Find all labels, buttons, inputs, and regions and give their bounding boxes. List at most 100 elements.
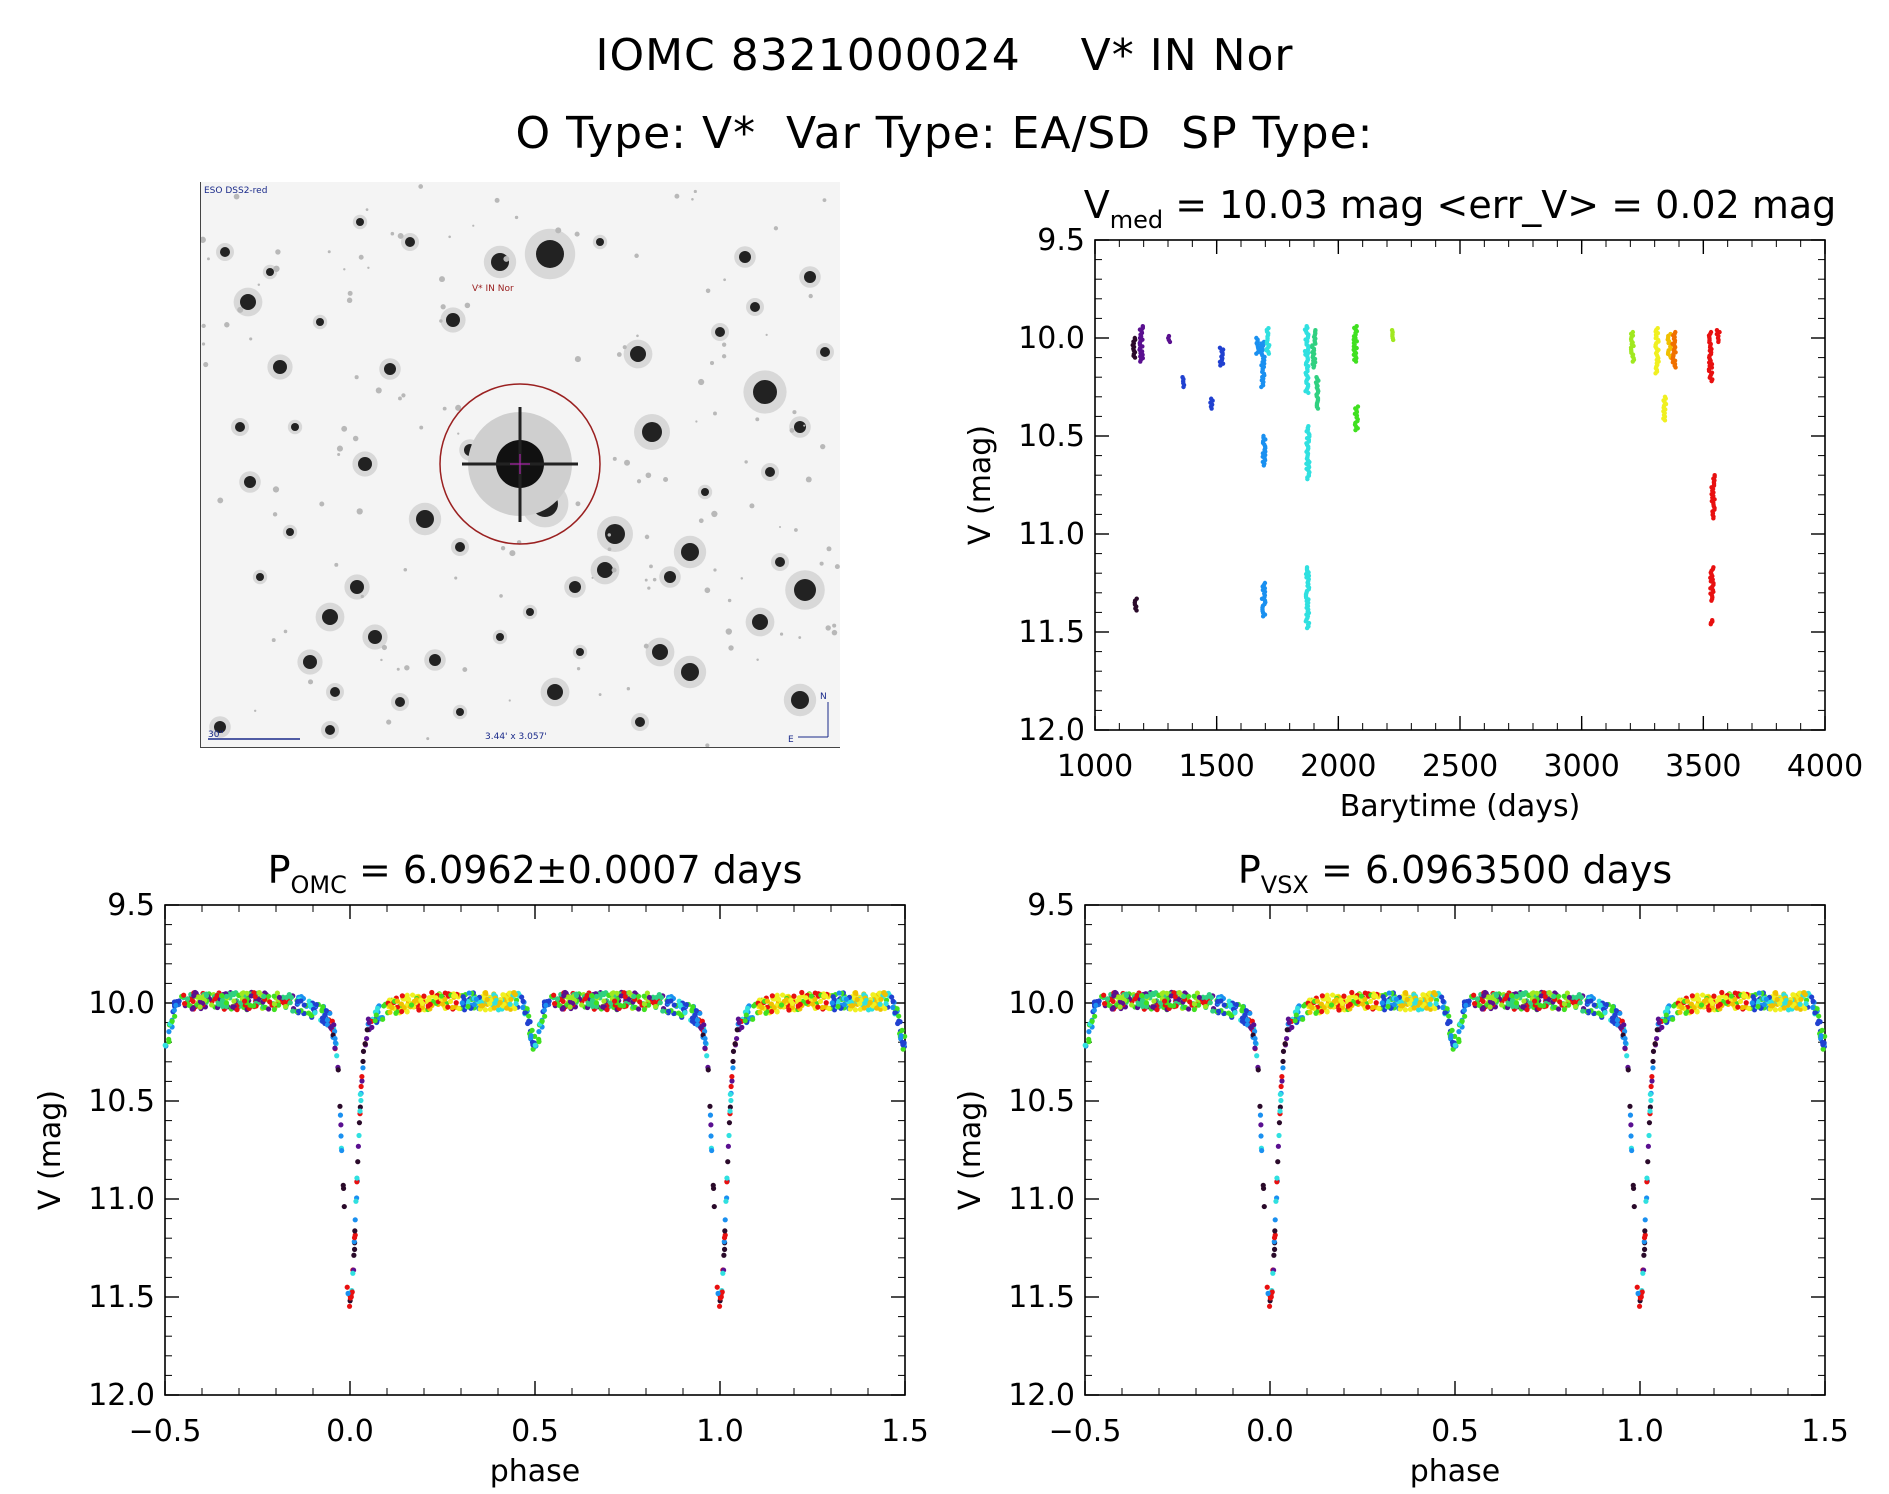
data-point [451,993,457,999]
data-point [1761,1001,1767,1008]
data-point [1622,1045,1628,1051]
data-point [290,1008,296,1014]
data-point [1138,359,1143,364]
data-point [1385,999,1391,1005]
finder-faint-star [645,472,652,479]
data-point [223,993,230,999]
x-tick-label: 1.0 [1616,1414,1664,1449]
finder-faint-star [598,693,602,696]
data-point [1810,998,1816,1004]
data-point [1421,1001,1427,1008]
x-tick-label: 3000 [1543,749,1619,784]
phase_omc-points [162,989,908,1309]
data-point [1432,991,1438,998]
data-point [1649,1078,1655,1084]
data-point [356,1120,363,1126]
data-point [815,1004,821,1010]
data-point [1365,1004,1371,1010]
finder-faint-star [307,679,314,685]
data-point [1196,1002,1202,1008]
data-point [199,1000,206,1006]
finder-faint-star [698,518,704,524]
data-point [1577,1000,1583,1006]
data-point [1763,996,1769,1002]
data-point [352,1217,358,1223]
data-point [387,1003,393,1009]
data-point [788,997,794,1003]
data-point [351,1235,358,1241]
data-point [176,998,182,1004]
data-point [1664,1005,1671,1011]
data-point [1259,384,1264,390]
data-point [287,1000,293,1006]
finder-faint-star [336,445,343,452]
data-point [1307,1003,1313,1009]
data-point [1471,1001,1478,1007]
data-point [1737,998,1744,1004]
data-point [721,1239,727,1245]
data-point [874,1005,880,1011]
finder-faint-star [832,623,837,628]
data-point [1242,1012,1248,1018]
data-point [1252,1040,1259,1046]
data-point [551,992,557,998]
data-point [870,992,876,998]
data-point [189,1006,195,1012]
data-point [1479,1006,1485,1012]
finder-star [235,422,245,432]
data-point [429,989,435,996]
finder-star [416,510,434,528]
data-point [1270,1270,1276,1276]
data-point [353,1198,359,1204]
data-point [1688,1008,1695,1015]
data-point [1278,1083,1284,1090]
phase_vsx-title: PVSX = 6.0963500 days [1238,848,1672,899]
data-point [1471,992,1477,998]
data-point [1319,993,1325,999]
finder-faint-star [575,501,581,507]
data-point [646,994,652,1001]
data-point [1324,1009,1330,1015]
data-point [238,1000,244,1006]
finder-star [752,614,768,630]
data-point [482,990,489,996]
data-point [764,998,771,1004]
data-point [635,1006,642,1012]
data-point [1139,992,1145,999]
finder-star [804,271,816,283]
phase_vsx-plot-frame [1084,904,1826,1396]
data-point [1202,999,1208,1005]
data-point [1641,1252,1647,1258]
data-point [351,1239,357,1245]
data-point [1614,1017,1621,1023]
data-point [171,1007,177,1013]
data-point [622,994,628,1000]
data-point [1300,1016,1306,1022]
finder-faint-star [803,424,806,427]
data-point [1294,1005,1301,1011]
data-point [768,1008,775,1015]
scale-label: 30" [208,730,224,740]
data-point [714,1284,720,1290]
finder-faint-star [779,632,784,636]
data-point [1820,1042,1826,1048]
data-point [529,1027,535,1033]
finder-faint-star [233,193,240,200]
finder-star [681,543,699,561]
data-point [1232,1009,1238,1016]
finder-faint-star [217,497,224,504]
data-point [1252,1045,1258,1051]
finder-faint-star [644,578,648,582]
data-point [526,1013,532,1019]
title-symbol: P [268,848,291,892]
finder-star [395,697,405,707]
data-point [1542,994,1548,1000]
finder-faint-star [778,525,782,529]
data-point [1306,390,1311,396]
data-point [1123,993,1130,999]
data-point [1730,1001,1736,1007]
data-point [442,990,448,996]
data-point [487,1001,493,1007]
finder-faint-star [820,443,826,450]
data-point [271,1001,278,1007]
